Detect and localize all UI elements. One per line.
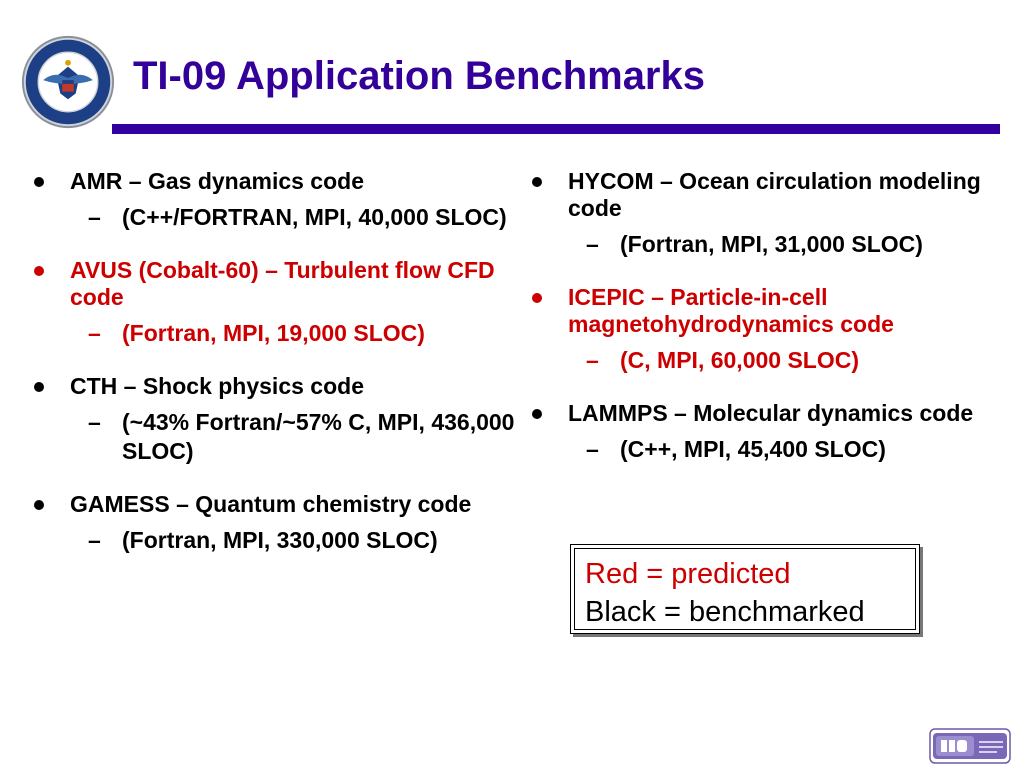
bullet-dot-icon (34, 177, 44, 187)
sub-bullet-dash: – (586, 347, 599, 373)
bullet-line: HYCOM – Ocean circulation modeling code (532, 168, 1012, 222)
legend-inner: Red = predicted Black = benchmarked (574, 548, 916, 630)
bullet-line: AVUS (Cobalt-60) – Turbulent flow CFD co… (34, 257, 524, 311)
sub-bullet-line: – (~43% Fortran/~57% C, MPI, 436,000 SLO… (34, 408, 524, 466)
bullet-line: ICEPIC – Particle-in-cell magnetohydrody… (532, 284, 1012, 338)
sub-bullet-line: – (C++, MPI, 45,400 SLOC) (532, 435, 1012, 464)
legend-benchmarked: Black = benchmarked (585, 596, 865, 628)
bullet-item: GAMESS – Quantum chemistry code – (Fortr… (34, 491, 524, 555)
bullet-dot-icon (532, 293, 542, 303)
bullet-line: CTH – Shock physics code (34, 373, 524, 400)
bullet-line: AMR – Gas dynamics code (34, 168, 524, 195)
sub-bullet-dash: – (88, 409, 101, 435)
sub-bullet-line: – (Fortran, MPI, 19,000 SLOC) (34, 319, 524, 348)
sub-bullet-text: (C++, MPI, 45,400 SLOC) (620, 436, 886, 462)
bullet-text: ICEPIC – Particle-in-cell magnetohydrody… (568, 284, 894, 337)
bullet-item: LAMMPS – Molecular dynamics code – (C++,… (532, 400, 1012, 464)
sub-bullet-text: (C++/FORTRAN, MPI, 40,000 SLOC) (122, 204, 507, 230)
sub-bullet-text: (Fortran, MPI, 31,000 SLOC) (620, 231, 923, 257)
hpc-logo (929, 728, 1011, 764)
sub-bullet-dash: – (586, 436, 599, 462)
sub-bullet-line: – (C++/FORTRAN, MPI, 40,000 SLOC) (34, 203, 524, 232)
bullet-item: AMR – Gas dynamics code – (C++/FORTRAN, … (34, 168, 524, 232)
bullet-dot-icon (34, 500, 44, 510)
bullet-text: AMR – Gas dynamics code (70, 168, 364, 194)
bullet-dot-icon (34, 266, 44, 276)
sub-bullet-text: (Fortran, MPI, 330,000 SLOC) (122, 527, 438, 553)
sub-bullet-text: (~43% Fortran/~57% C, MPI, 436,000 SLOC) (122, 409, 515, 464)
legend-box: Red = predicted Black = benchmarked (570, 544, 920, 634)
bullet-item: AVUS (Cobalt-60) – Turbulent flow CFD co… (34, 257, 524, 348)
left-column: AMR – Gas dynamics code – (C++/FORTRAN, … (34, 168, 524, 555)
sub-bullet-dash: – (88, 527, 101, 553)
bullet-text: HYCOM – Ocean circulation modeling code (568, 168, 981, 221)
bullet-text: LAMMPS – Molecular dynamics code (568, 400, 974, 426)
bullet-line: GAMESS – Quantum chemistry code (34, 491, 524, 518)
legend-predicted: Red = predicted (585, 558, 791, 590)
right-column: HYCOM – Ocean circulation modeling code … (532, 168, 1012, 464)
bullet-item: ICEPIC – Particle-in-cell magnetohydrody… (532, 284, 1012, 375)
bullet-dot-icon (532, 409, 542, 419)
slide-title: TI-09 Application Benchmarks (133, 54, 705, 98)
bullet-item: HYCOM – Ocean circulation modeling code … (532, 168, 1012, 259)
sub-bullet-line: – (Fortran, MPI, 330,000 SLOC) (34, 526, 524, 555)
bullet-text: GAMESS – Quantum chemistry code (70, 491, 472, 517)
bullet-line: LAMMPS – Molecular dynamics code (532, 400, 1012, 427)
sub-bullet-dash: – (586, 231, 599, 257)
bullet-text: CTH – Shock physics code (70, 373, 364, 399)
sub-bullet-line: – (Fortran, MPI, 31,000 SLOC) (532, 230, 1012, 259)
sub-bullet-dash: – (88, 204, 101, 230)
sub-bullet-text: (C, MPI, 60,000 SLOC) (620, 347, 860, 373)
bullet-item: CTH – Shock physics code – (~43% Fortran… (34, 373, 524, 466)
dod-seal-logo (21, 35, 115, 129)
sub-bullet-dash: – (88, 320, 101, 346)
sub-bullet-line: – (C, MPI, 60,000 SLOC) (532, 346, 1012, 375)
bullet-dot-icon (532, 177, 542, 187)
title-rule (112, 124, 1000, 134)
sub-bullet-text: (Fortran, MPI, 19,000 SLOC) (122, 320, 425, 346)
bullet-dot-icon (34, 382, 44, 392)
bullet-text: AVUS (Cobalt-60) – Turbulent flow CFD co… (70, 257, 495, 310)
